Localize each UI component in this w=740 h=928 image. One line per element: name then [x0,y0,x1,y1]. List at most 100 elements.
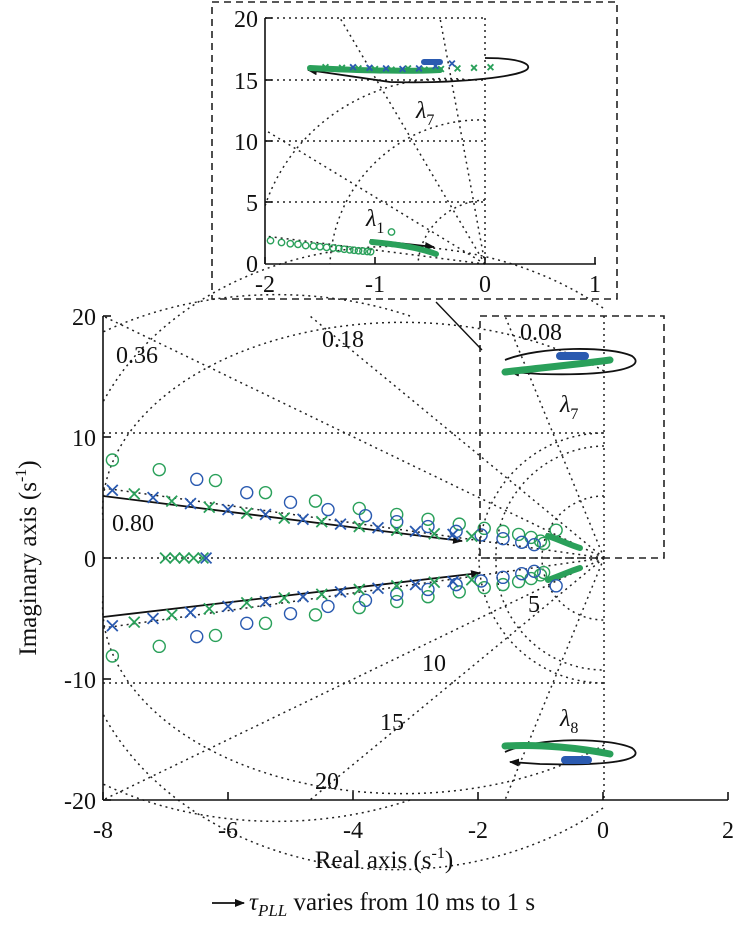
data-point-circle [352,501,366,516]
inset-lambda1-label: λ1 [365,206,384,237]
inset-y-tick-label: 15 [234,69,258,95]
data-point-circle [334,244,343,253]
caption-text: τPLL varies from 10 ms to 1 s [249,889,535,920]
y-tick-label: 10 [72,426,96,452]
data-point-circle [474,574,488,588]
data-point-circle [477,521,491,536]
data-point-circle [496,570,510,585]
data-point-circle [496,524,510,539]
data-point-x [146,491,160,504]
y-tick-label: -10 [64,668,96,694]
inset-x-tick-label: -2 [255,272,275,298]
inset-x-tick-label: 1 [589,272,601,298]
data-point-x [398,65,407,73]
data-point-circle [208,473,223,488]
damping-label: 0.08 [520,320,562,346]
zoom-connector [435,301,483,351]
data-point-circle [366,247,375,256]
data-point-circle [316,242,324,251]
data-point-x [184,606,197,619]
inset-lambda7-loop-arrow [307,57,530,84]
data-point-x [382,64,390,72]
lambda7-loop-arrow [504,348,637,377]
data-point-circle [358,593,373,608]
data-point-x [371,582,385,595]
x-tick-label: 0 [597,818,609,844]
frequency-arc [102,245,604,403]
data-point-x [296,590,310,603]
data-point-circle [294,240,302,249]
data-point-x [338,64,346,72]
data-point-circle [152,639,166,654]
lambda8-cluster [501,741,614,764]
data-point-circle [345,245,354,254]
data-point-circle [321,599,335,614]
frequency-arc [102,293,411,333]
data-point-circle [309,242,318,251]
data-point-x [437,65,445,73]
damping-ray [102,557,605,801]
data-point-circle [152,462,166,477]
data-point-x [106,484,119,497]
x-tick-label: 2 [722,818,734,844]
data-point-circle [549,579,563,593]
data-point-x [470,64,478,72]
inset-lambda7-label: λ7 [415,98,434,129]
data-point-circle [421,512,435,526]
frequency-label: 5 [528,592,540,618]
data-point-circle [321,502,335,517]
frequency-arc [329,119,486,265]
data-point-circle [452,585,466,599]
data-point-x [165,608,178,621]
data-point-x [128,616,141,629]
data-point-x [146,612,160,625]
data-point-x [349,63,357,71]
data-point-circle [240,485,254,500]
data-point-circle [322,243,331,252]
data-point-circle [515,567,529,581]
damping-ray [504,557,605,801]
data-point-x [334,585,347,598]
data-point-x [486,63,495,71]
main-data-points [105,453,563,663]
data-point-circle [283,606,298,621]
data-point-x [278,591,291,604]
damping-label: 0.80 [112,511,154,537]
data-point-circle [283,495,298,510]
data-point-x [321,63,330,71]
data-point-circle [421,590,435,604]
locus-arrow [102,570,481,618]
frequency-arc [102,783,411,823]
data-point-x [315,588,328,601]
data-point-x [159,551,172,565]
locus-arrow [102,495,463,544]
data-point-circle [387,228,396,236]
data-point-circle [105,453,120,467]
frequency-label: 20 [315,769,339,795]
inset-lambda1-cluster [369,239,439,257]
main-plot: -8 -6 -4 -2 0 2 20 10 0 -10 -20 Real axi… [13,245,734,874]
x-axis-label: Real axis (s-1) [315,845,453,874]
x-tick-label: -8 [93,818,113,844]
frequency-arc [417,199,486,265]
data-point-x [428,576,441,589]
data-point-x [465,573,478,586]
y-tick-label: 20 [72,305,96,331]
data-point-x [203,501,216,514]
data-point-x [453,64,462,72]
inset-plot: -2 -1 0 1 20 15 10 5 0 λ7 λ1 [211,1,618,300]
x-ticks [102,792,729,800]
data-point-x [390,579,403,592]
data-point-circle [105,649,120,663]
data-point-x [387,66,396,74]
data-point-circle [266,236,275,245]
data-point-x [165,495,178,508]
data-point-circle [240,616,254,631]
data-point-x [448,59,456,68]
data-point-x [187,551,200,565]
data-point-circle [496,531,510,546]
data-point-x [353,520,366,533]
data-point-circle [511,527,526,542]
data-point-x [259,595,272,608]
data-point-x [371,521,385,534]
